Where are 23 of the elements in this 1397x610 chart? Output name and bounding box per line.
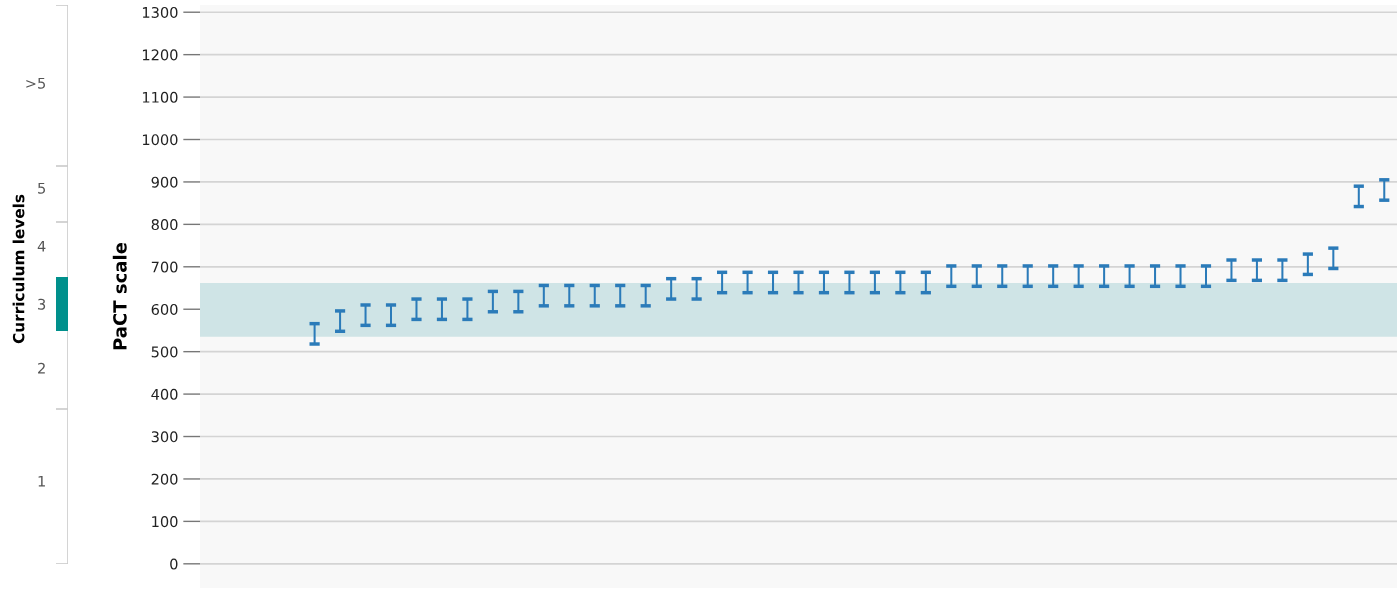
y-axis-title: PaCT scale xyxy=(112,242,127,350)
y-tick-label: 4 xyxy=(37,240,46,252)
y-axis-title: Curriculum levels xyxy=(12,194,25,344)
bar xyxy=(797,272,800,293)
y-tick-label: 700 xyxy=(151,261,178,273)
y-tick-label: 0 xyxy=(170,558,178,570)
y-tick-label: 400 xyxy=(151,388,178,400)
y-tick-label: 200 xyxy=(151,473,178,485)
y-tick-label: 100 xyxy=(152,516,178,528)
y-tick-label: 1 xyxy=(38,475,45,487)
y-tick-label: 3 xyxy=(38,298,46,310)
y-tick-label: 500 xyxy=(151,346,178,358)
y-tick-label: 1100 xyxy=(142,91,178,103)
y-tick-label: 2 xyxy=(38,362,45,374)
y-tick-label: 800 xyxy=(151,219,178,231)
y-tick-label: 300 xyxy=(151,431,178,443)
y-tick-label: 1200 xyxy=(142,49,178,61)
y-tick-label: 600 xyxy=(151,303,178,315)
y-tick-label: >5 xyxy=(26,77,45,89)
y-tick-label: 1300 xyxy=(142,6,178,18)
y-tick-label: 5 xyxy=(38,182,45,194)
y-tick-label: 900 xyxy=(151,176,178,188)
y-tick-label: 1000 xyxy=(142,134,178,146)
